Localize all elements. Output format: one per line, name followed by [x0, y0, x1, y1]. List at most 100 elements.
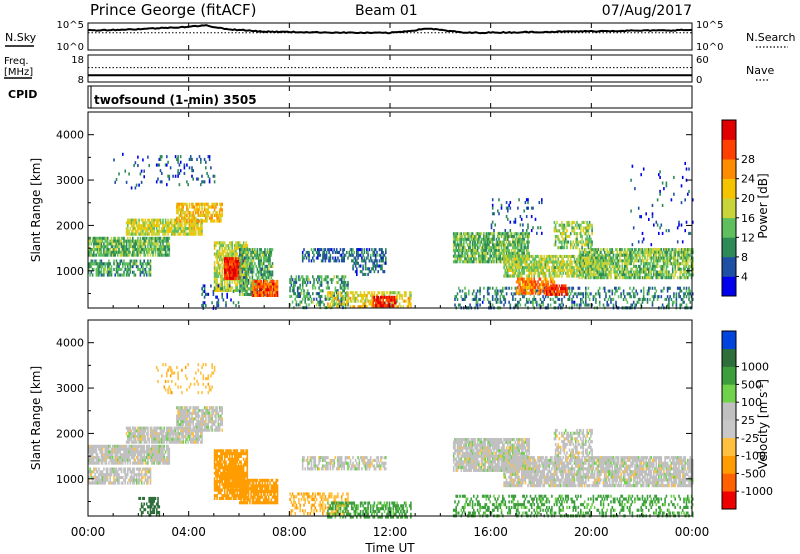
heatmap-cell [171, 218, 173, 222]
heatmap-cell [334, 296, 337, 300]
heatmap-cell [153, 248, 155, 252]
heatmap-cell [130, 229, 133, 233]
heatmap-cell [88, 253, 90, 257]
heatmap-cell [649, 262, 651, 266]
heatmap-cell [615, 256, 617, 260]
heatmap-cell [143, 236, 145, 240]
heatmap-cell [517, 300, 519, 304]
heatmap-cell [187, 216, 189, 220]
heatmap-cell [630, 270, 632, 274]
heatmap-cell [651, 248, 654, 252]
heatmap-cell [247, 250, 250, 254]
heatmap-cell [627, 262, 630, 266]
heatmap-cell [153, 242, 155, 246]
heatmap-cell [476, 237, 479, 241]
heatmap-cell [267, 293, 270, 297]
heatmap-cell [388, 301, 391, 305]
heatmap-cell [96, 236, 99, 240]
heatmap-cell [593, 259, 596, 263]
heatmap-cell [499, 232, 502, 236]
heatmap-cell [645, 273, 647, 277]
heatmap-cell [478, 251, 480, 255]
heatmap-cell [262, 285, 265, 289]
heatmap-cell [256, 248, 259, 252]
heatmap-cell [671, 300, 674, 304]
heatmap-cell [629, 253, 631, 257]
heatmap-cell [197, 218, 200, 222]
heatmap-cell [651, 295, 654, 299]
info-tick-right-bottom: 10^0 [696, 42, 723, 53]
heatmap-cell [646, 276, 649, 280]
heatmap-cell [239, 259, 241, 263]
heatmap-cell [522, 295, 524, 299]
heatmap-cell [98, 262, 100, 266]
heatmap-cell [504, 249, 507, 253]
heatmap-cell [577, 254, 580, 258]
heatmap-cell [543, 271, 546, 275]
heatmap-cell [111, 239, 114, 243]
heatmap-cell [473, 246, 475, 250]
heatmap-cell [678, 292, 680, 296]
heatmap-cell [158, 232, 161, 236]
heatmap-cell [129, 267, 132, 271]
heatmap-cell [349, 305, 352, 309]
heatmap-cell [507, 271, 509, 275]
heatmap-cell [510, 263, 513, 267]
heatmap-cell [508, 240, 510, 244]
heatmap-cell [642, 289, 645, 293]
heatmap-cell [242, 283, 245, 287]
heatmap-cell [580, 262, 582, 266]
heatmap-cell [568, 266, 571, 270]
heatmap-cell [168, 177, 171, 181]
heatmap-cell [539, 257, 542, 261]
heatmap-cell [228, 263, 231, 267]
heatmap-cell [668, 270, 670, 274]
heatmap-cell [456, 254, 459, 258]
heatmap-cell [189, 213, 192, 217]
heatmap-cell [218, 252, 221, 256]
heatmap-cell [222, 263, 225, 267]
heatmap-cell [485, 240, 488, 244]
heatmap-cell [505, 251, 508, 255]
heatmap-cell [381, 259, 383, 263]
heatmap-cell [645, 250, 647, 254]
heatmap-cell [274, 291, 276, 295]
heatmap-cell [254, 288, 256, 292]
heatmap-cell [213, 174, 216, 178]
heatmap-cell [512, 237, 514, 241]
heatmap-cell [182, 205, 184, 209]
heatmap-cell [464, 246, 466, 250]
heatmap-cell [608, 270, 611, 274]
heatmap-cell [660, 295, 663, 299]
heatmap-cell [658, 273, 660, 277]
heatmap-cell [181, 202, 183, 206]
heatmap-cell [459, 240, 461, 244]
heatmap-cell [666, 264, 669, 268]
heatmap-cell [502, 254, 504, 258]
heatmap-cell [617, 295, 620, 299]
heatmap-cell [513, 292, 515, 296]
heatmap-cell [470, 254, 473, 258]
heatmap-cell [166, 229, 168, 233]
heatmap-cell [571, 263, 573, 267]
heatmap-cell [598, 250, 601, 254]
heatmap-cell [203, 202, 206, 206]
heatmap-cell [228, 276, 231, 280]
heatmap-cell [598, 267, 601, 271]
heatmap-cell [379, 301, 382, 305]
heatmap-cell [552, 263, 554, 267]
heatmap-cell [167, 232, 169, 236]
heatmap-cell [192, 216, 194, 220]
heatmap-cell [178, 183, 181, 187]
heatmap-cell [334, 256, 337, 260]
heatmap-cell [125, 250, 128, 254]
heatmap-cell [252, 250, 255, 254]
heatmap-cell [629, 262, 631, 266]
heatmap-cell [611, 289, 614, 293]
heatmap-cell [512, 297, 514, 301]
heatmap-cell [127, 267, 129, 271]
heatmap-cell [94, 239, 96, 243]
heatmap-cell [646, 273, 649, 277]
heatmap-cell [559, 303, 562, 307]
heatmap-cell [497, 260, 499, 264]
